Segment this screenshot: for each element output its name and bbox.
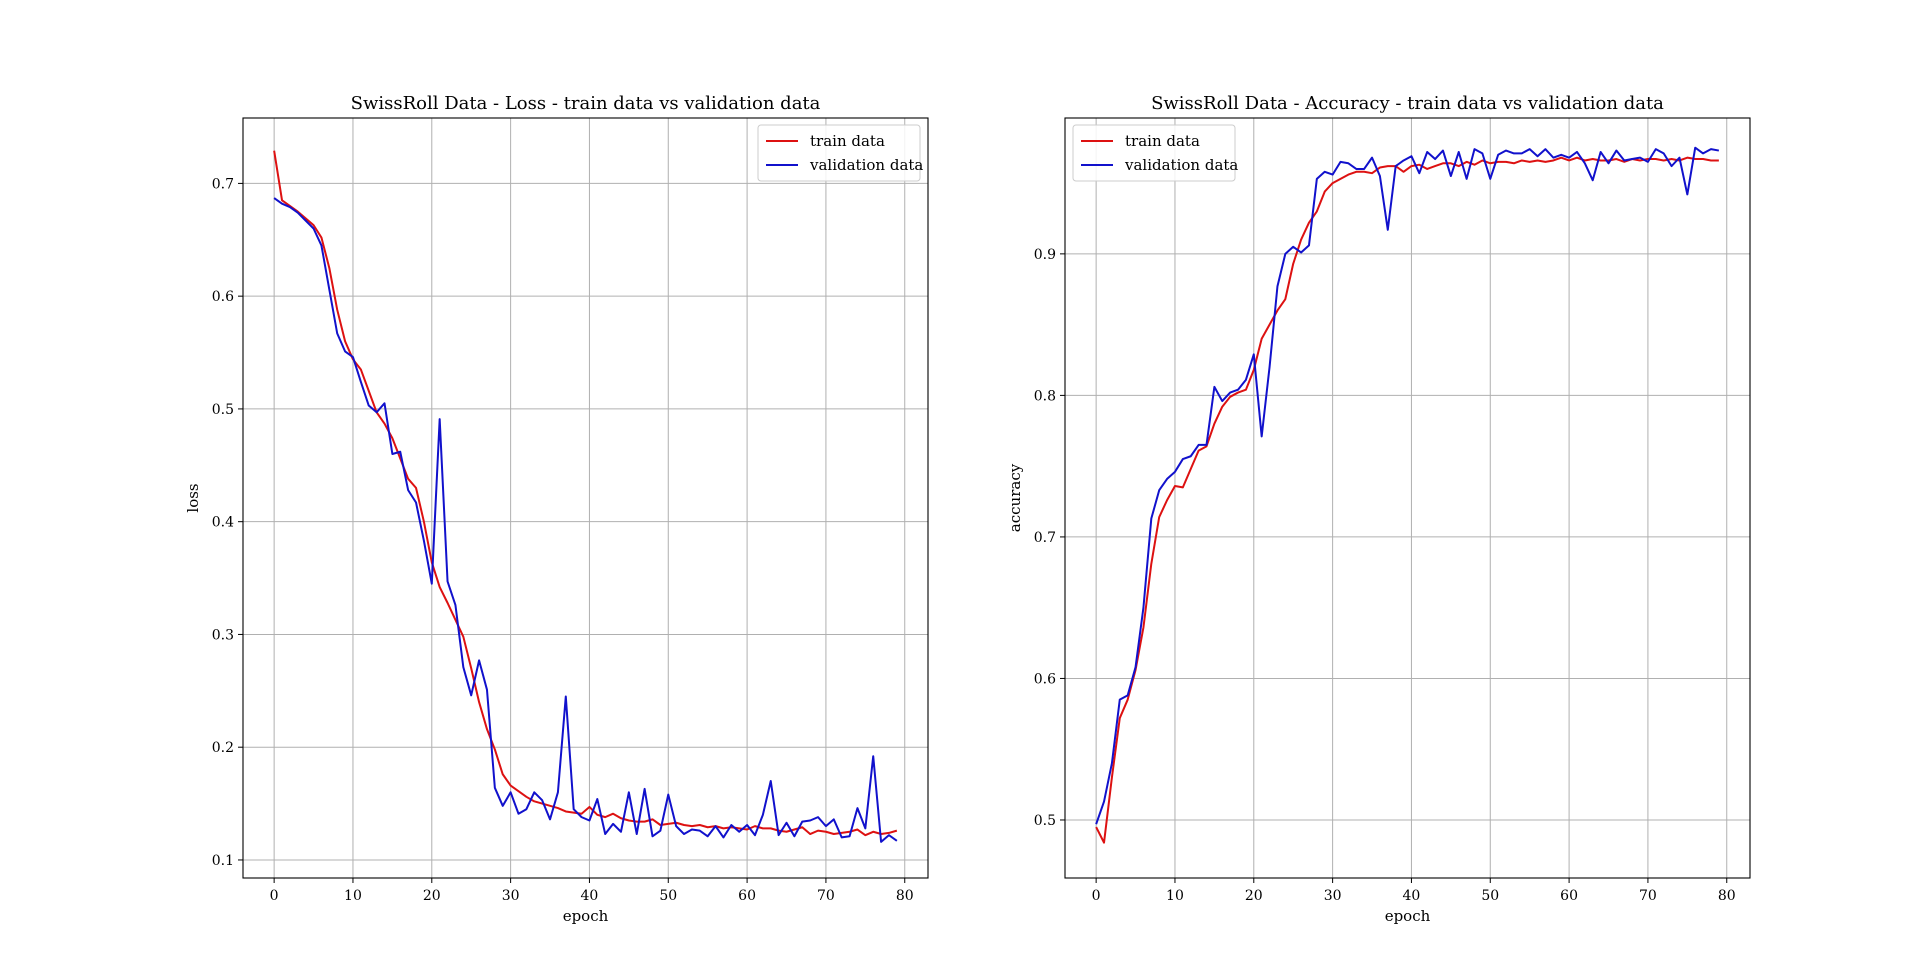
x-tick-label: 20 bbox=[423, 888, 441, 904]
legend-box bbox=[1072, 124, 1236, 182]
y-tick-label: 0.6 bbox=[1034, 671, 1056, 687]
y-tick-label: 0.7 bbox=[212, 176, 234, 192]
x-tick-label: 60 bbox=[1560, 888, 1578, 904]
x-tick-label: 0 bbox=[1092, 888, 1101, 904]
x-tick-label: 30 bbox=[1324, 888, 1342, 904]
x-axis-label: epoch bbox=[563, 907, 609, 925]
accuracy-chart: 0 10 20 30 40 50 60 70 80 0.5 0.6 0.7 0.8 0.9 SwissRol… bbox=[1006, 93, 1751, 925]
series-line-1 bbox=[273, 197, 898, 843]
y-tick-label: 0.8 bbox=[1034, 388, 1056, 404]
series-line-1 bbox=[1095, 146, 1720, 825]
x-tick-label: 0 bbox=[270, 888, 279, 904]
x-tick-label: 60 bbox=[738, 888, 756, 904]
x-tick-label: 80 bbox=[1718, 888, 1736, 904]
x-tick-label: 50 bbox=[1481, 888, 1499, 904]
y-tick-label: 0.3 bbox=[212, 627, 234, 643]
legend: train data validation data bbox=[757, 124, 923, 182]
y-axis-label: loss bbox=[184, 483, 202, 512]
y-tick-label: 0.1 bbox=[212, 853, 234, 869]
y-tick-label: 0.9 bbox=[1034, 247, 1056, 263]
x-tick-label: 10 bbox=[1166, 888, 1184, 904]
series-line-0 bbox=[273, 150, 898, 837]
y-tick-label: 0.5 bbox=[1034, 813, 1056, 829]
legend-label-0: train data bbox=[810, 132, 885, 150]
loss-chart: 0 10 20 30 40 50 60 70 80 0.1 0.2 0.3 0.4 0.5 0.6 0.7 Sw… bbox=[184, 93, 929, 925]
y-axis-label: accuracy bbox=[1006, 463, 1024, 532]
x-tick-label: 70 bbox=[1639, 888, 1657, 904]
y-tick-label: 0.7 bbox=[1034, 530, 1056, 546]
y-tick-label: 0.4 bbox=[212, 515, 234, 531]
x-tick-label: 40 bbox=[581, 888, 599, 904]
legend: train data validation data bbox=[1072, 124, 1238, 182]
x-tick-label: 40 bbox=[1403, 888, 1421, 904]
legend-label-0: train data bbox=[1125, 132, 1200, 150]
y-tick-label: 0.2 bbox=[212, 740, 234, 756]
legend-label-1: validation data bbox=[1124, 156, 1238, 174]
chart-title: SwissRoll Data - Loss - train data vs va… bbox=[351, 93, 821, 114]
x-tick-label: 30 bbox=[502, 888, 520, 904]
x-tick-label: 20 bbox=[1245, 888, 1263, 904]
chart-title: SwissRoll Data - Accuracy - train data v… bbox=[1151, 93, 1664, 114]
legend-box bbox=[757, 124, 921, 182]
series-line-0 bbox=[1095, 156, 1719, 844]
y-tick-label: 0.5 bbox=[212, 402, 234, 418]
x-axis-label: epoch bbox=[1385, 907, 1431, 925]
x-tick-label: 80 bbox=[896, 888, 914, 904]
plot-frame bbox=[1064, 117, 1751, 879]
y-tick-label: 0.6 bbox=[212, 289, 234, 305]
legend-label-1: validation data bbox=[809, 156, 923, 174]
x-tick-label: 70 bbox=[817, 888, 835, 904]
plot-frame bbox=[242, 117, 929, 879]
x-tick-label: 50 bbox=[659, 888, 677, 904]
x-tick-label: 10 bbox=[344, 888, 362, 904]
